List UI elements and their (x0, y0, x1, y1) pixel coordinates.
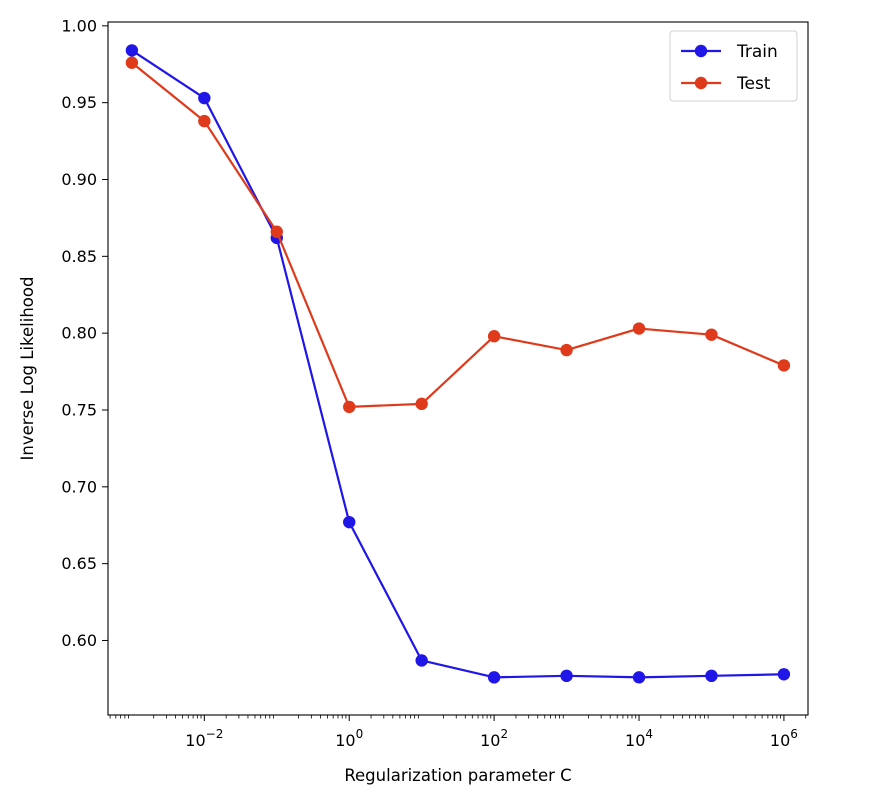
data-point-train (560, 669, 573, 683)
y-axis: 0.60 0.65 0.70 0.75 0.80 0.85 0.90 0.95 1.00 (61, 16, 108, 650)
y-axis-label: Inverse Log Likelihood (18, 277, 37, 461)
x-tick-exponent: −2 (206, 727, 224, 741)
x-tick-base: 10 (625, 731, 645, 750)
data-point-test (415, 397, 428, 411)
legend-label: Test (736, 74, 771, 94)
x-tick-exponent: 2 (500, 727, 508, 741)
y-tick-label: 0.80 (61, 324, 97, 343)
x-tick-base: 10 (770, 731, 790, 750)
data-point-train (777, 668, 791, 681)
x-tick-label: 10−2 (185, 727, 223, 750)
data-point-train (415, 654, 428, 667)
data-point-test (125, 56, 139, 69)
data-point-train (125, 44, 139, 57)
legend-entry-test: Test (681, 74, 771, 94)
x-tick-exponent: 6 (790, 727, 798, 741)
series-line-train (131, 49, 784, 679)
data-point-train (487, 671, 501, 684)
y-tick-label: 0.85 (61, 247, 97, 266)
data-point-test (343, 400, 356, 414)
y-tick-label: 0.70 (61, 477, 97, 496)
x-tick-exponent: 0 (356, 727, 364, 741)
data-point-test (198, 114, 211, 128)
data-point-test (632, 322, 646, 335)
y-tick-label: 1.00 (61, 16, 97, 35)
x-tick-label: 106 (770, 727, 798, 750)
legend-label: Train (736, 42, 778, 62)
legend-marker (694, 44, 708, 58)
series-layer (125, 44, 791, 684)
x-tick-label: 100 (335, 727, 363, 750)
data-point-train (343, 515, 356, 529)
data-point-test (560, 343, 573, 357)
data-point-test (777, 359, 791, 372)
data-point-train (198, 91, 211, 105)
legend-entry-train: Train (681, 42, 778, 62)
y-tick-label: 0.75 (61, 400, 97, 419)
data-point-train (632, 671, 646, 684)
y-tick-label: 0.65 (61, 554, 97, 573)
x-tick-label: 104 (625, 727, 653, 750)
x-tick-label: 102 (480, 727, 508, 750)
data-point-train (705, 669, 718, 683)
data-point-test (705, 328, 718, 341)
y-tick-label: 0.60 (61, 631, 97, 650)
legend-box (669, 30, 798, 102)
series-line-test (131, 61, 785, 409)
y-tick-label: 0.90 (61, 170, 97, 189)
y-tick-label: 0.95 (61, 93, 97, 112)
data-point-test (487, 330, 501, 343)
x-tick-base: 10 (335, 731, 355, 750)
legend: Train Test (669, 30, 798, 102)
x-axis-label: Regularization parameter C (344, 766, 571, 785)
plot-frame (107, 21, 809, 716)
x-tick-exponent: 4 (645, 727, 653, 741)
legend-marker (694, 76, 708, 90)
x-axis: 10−2 100 102 104 106 (109, 715, 807, 750)
series-test (125, 56, 791, 414)
x-tick-base: 10 (185, 731, 205, 750)
data-point-test (270, 225, 283, 238)
x-tick-base: 10 (480, 731, 500, 750)
